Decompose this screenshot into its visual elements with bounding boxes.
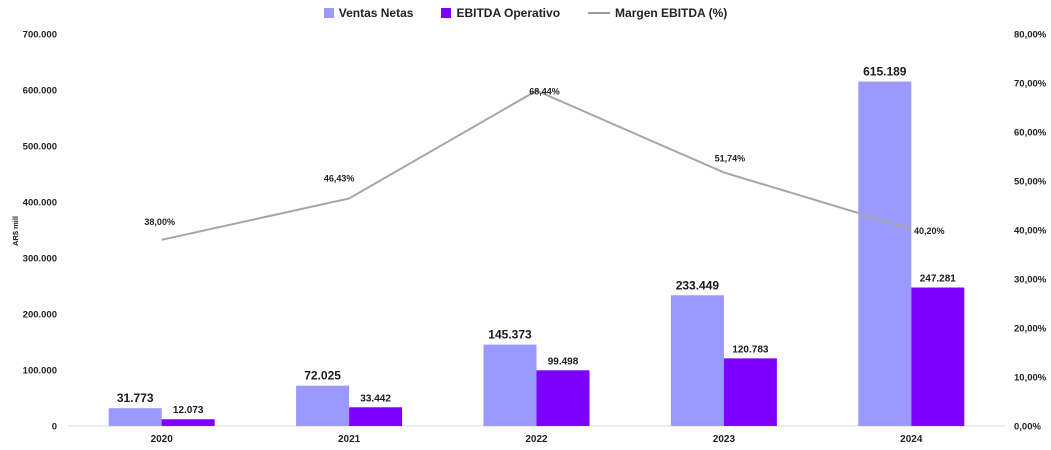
y2-tick-label: 70,00% — [1014, 79, 1047, 90]
y-tick-label: 300.000 — [23, 254, 57, 265]
x-tick-label: 2023 — [713, 434, 736, 445]
data-label-ebitda: 12.073 — [173, 405, 204, 416]
data-label-ventas: 72.025 — [304, 369, 341, 383]
bar-ventas-netas — [858, 81, 912, 426]
bar-ventas-netas — [483, 344, 537, 426]
bar-ebitda-operativo — [536, 370, 590, 426]
y2-tick-label: 20,00% — [1014, 324, 1047, 335]
bar-ebitda-operativo — [723, 358, 777, 426]
legend-swatch-margen — [588, 12, 611, 14]
y-tick-label: 400.000 — [23, 198, 57, 209]
data-label-ventas: 615.189 — [863, 64, 907, 78]
x-tick-label: 2022 — [525, 434, 548, 445]
y2-tick-label: 10,00% — [1014, 373, 1047, 384]
legend-item-ventas: Ventas Netas — [323, 6, 414, 20]
data-label-ebitda: 120.783 — [732, 344, 769, 355]
data-label-ebitda: 99.498 — [548, 356, 579, 367]
data-label-ventas: 233.449 — [676, 278, 720, 292]
data-label-margen: 51,74% — [715, 153, 746, 163]
data-label-ebitda: 33.442 — [360, 393, 391, 404]
y2-tick-label: 60,00% — [1014, 128, 1047, 139]
bar-ventas-netas — [108, 408, 162, 426]
y-tick-label: 100.000 — [23, 366, 57, 377]
bar-ebitda-operativo — [349, 407, 403, 426]
y2-tick-label: 50,00% — [1014, 177, 1047, 188]
chart-legend: Ventas Netas EBITDA Operativo Margen EBI… — [0, 6, 1051, 20]
x-tick-label: 2021 — [338, 434, 361, 445]
y-axis-title: AR$ mill — [11, 216, 20, 246]
y2-tick-label: 40,00% — [1014, 226, 1047, 237]
y-tick-label: 200.000 — [23, 310, 57, 321]
data-label-ventas: 145.373 — [488, 328, 532, 342]
y2-tick-label: 0,00% — [1014, 422, 1041, 433]
legend-label-ebitda: EBITDA Operativo — [456, 6, 561, 20]
data-label-ventas: 31.773 — [117, 391, 154, 405]
y2-tick-label: 30,00% — [1014, 275, 1047, 286]
data-label-margen: 40,20% — [914, 226, 945, 236]
bar-ventas-netas — [296, 385, 350, 426]
y-tick-label: 500.000 — [23, 142, 57, 153]
y-tick-label: 700.000 — [23, 30, 57, 41]
legend-item-ebitda: EBITDA Operativo — [441, 6, 560, 20]
bar-ebitda-operativo — [911, 287, 965, 426]
legend-label-margen: Margen EBITDA (%) — [615, 6, 728, 20]
data-label-ebitda: 247.281 — [920, 274, 957, 285]
x-tick-label: 2024 — [900, 434, 923, 445]
bar-ventas-netas — [670, 295, 724, 426]
y-tick-label: 0 — [52, 422, 57, 433]
data-label-margen: 38,00% — [144, 217, 175, 227]
legend-swatch-ventas — [323, 8, 334, 18]
y-tick-label: 600.000 — [23, 86, 57, 97]
legend-swatch-ebitda — [441, 8, 452, 18]
bar-ebitda-operativo — [161, 419, 215, 426]
line-margen-ebitda — [161, 89, 912, 241]
x-tick-label: 2020 — [151, 434, 174, 445]
legend-label-ventas: Ventas Netas — [338, 6, 414, 20]
data-label-margen: 68,44% — [529, 87, 560, 97]
legend-item-margen: Margen EBITDA (%) — [588, 6, 727, 20]
data-label-margen: 46,43% — [324, 173, 355, 183]
y2-tick-label: 80,00% — [1014, 30, 1047, 41]
